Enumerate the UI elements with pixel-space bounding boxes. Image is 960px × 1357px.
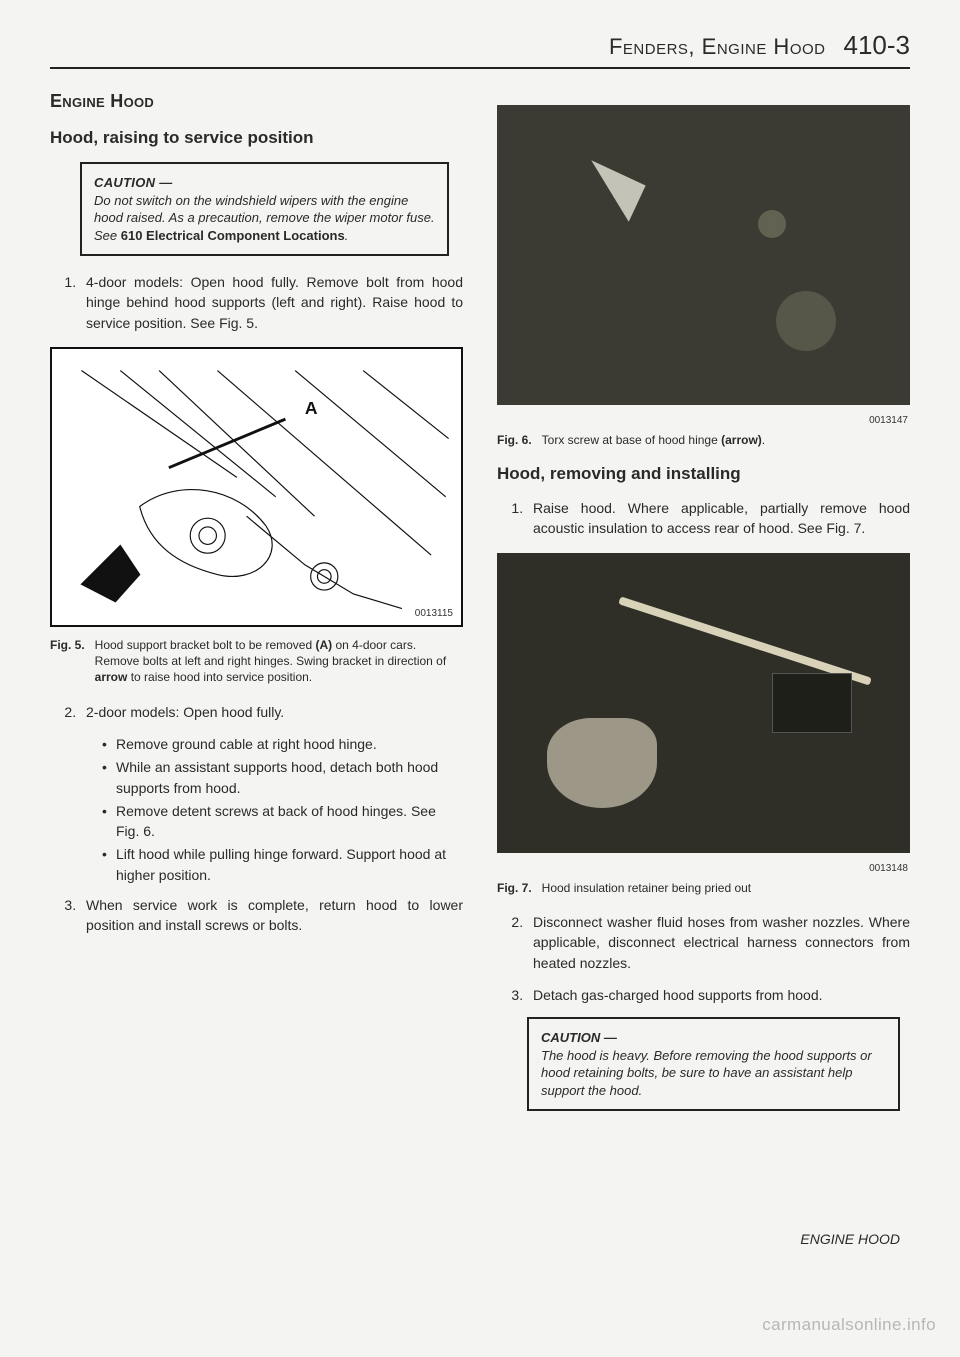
caution-box: CAUTION — Do not switch on the windshiel… [80, 162, 449, 256]
caution-text: Do not switch on the windshield wipers w… [94, 193, 435, 243]
left-steps-list: 4-door models: Open hood fully. Remove b… [50, 272, 463, 333]
figure-6-caption-text: Torx screw at base of hood hinge (arrow)… [542, 432, 765, 448]
figure-6-caption: Fig. 6. Torx screw at base of hood hinge… [497, 432, 910, 448]
photo-placeholder [497, 553, 910, 853]
figure-7-photo [497, 553, 910, 853]
hood-bracket-line-art: A [62, 356, 451, 618]
figure-5-letter-A: A [305, 398, 318, 418]
subsection-heading: Hood, raising to service position [50, 128, 463, 148]
right-step-2: Disconnect washer fluid hoses from washe… [527, 912, 910, 973]
bullet-item: While an assistant supports hood, detach… [102, 757, 463, 798]
figure-5-label: Fig. 5. [50, 637, 85, 686]
right-step-1: Raise hood. Where applicable, partially … [527, 498, 910, 539]
photo-placeholder [497, 105, 910, 405]
page: Fenders, Engine Hood 410-3 Engine Hood H… [0, 0, 960, 1357]
step-3: When service work is complete, return ho… [80, 895, 463, 936]
step-2-intro: 2-door models: Open hood fully. [86, 704, 284, 720]
caution-label: CAUTION — [541, 1029, 886, 1047]
figure-7-caption-text: Hood insulation retainer being pried out [542, 880, 751, 896]
page-header: Fenders, Engine Hood 410-3 [50, 30, 910, 69]
figure-5-ref-number: 0013115 [415, 608, 453, 619]
right-step-3: Detach gas-charged hood supports from ho… [527, 985, 910, 1005]
fig6-cap-bold: (arrow) [721, 433, 762, 447]
header-title: Fenders, Engine Hood [609, 34, 826, 60]
figure-6-ref-number: 0013147 [497, 415, 908, 426]
step-1: 4-door models: Open hood fully. Remove b… [80, 272, 463, 333]
photo-detail [547, 718, 657, 808]
section-heading: Engine Hood [50, 91, 463, 112]
footer-section-tag: ENGINE HOOD [800, 1231, 900, 1247]
caution-label: CAUTION — [94, 174, 435, 192]
header-page-number: 410-3 [844, 30, 911, 61]
photo-detail [776, 291, 836, 351]
left-column: Engine Hood Hood, raising to service pos… [50, 91, 463, 1111]
watermark: carmanualsonline.info [762, 1315, 936, 1335]
fig5-cap-boldA: (A) [315, 638, 332, 652]
figure-5-caption: Fig. 5. Hood support bracket bolt to be … [50, 637, 463, 686]
right-caution-box: CAUTION — The hood is heavy. Before remo… [527, 1017, 900, 1111]
figure-6-photo [497, 105, 910, 405]
step-2: 2-door models: Open hood fully. [80, 702, 463, 722]
left-steps-list-2: 2-door models: Open hood fully. [50, 702, 463, 722]
photo-detail [772, 673, 852, 733]
fig5-cap-boldArrow: arrow [95, 670, 128, 684]
figure-7-ref-number: 0013148 [497, 863, 908, 874]
fig5-cap-pre: Hood support bracket bolt to be removed [95, 638, 316, 652]
caution-bold-ref: 610 Electrical Component Locations [121, 228, 345, 243]
figure-6-label: Fig. 6. [497, 432, 532, 448]
figure-5-caption-text: Hood support bracket bolt to be removed … [95, 637, 463, 686]
arrow-icon [574, 160, 645, 222]
caution-text: The hood is heavy. Before removing the h… [541, 1047, 886, 1100]
left-steps-list-3: When service work is complete, return ho… [50, 895, 463, 936]
caution-post: . [345, 228, 349, 243]
step-2-bullets: Remove ground cable at right hood hinge.… [80, 734, 463, 885]
figure-5-diagram: A 0013115 [50, 347, 463, 627]
fig5-cap-post: to raise hood into service position. [127, 670, 312, 684]
right-column: 0013147 Fig. 6. Torx screw at base of ho… [497, 91, 910, 1111]
right-subsection-heading: Hood, removing and installing [497, 464, 910, 484]
two-column-layout: Engine Hood Hood, raising to service pos… [50, 91, 910, 1111]
figure-7-label: Fig. 7. [497, 880, 532, 896]
fig6-cap-post: . [762, 433, 765, 447]
bullet-item: Lift hood while pulling hinge forward. S… [102, 844, 463, 885]
figure-7-caption: Fig. 7. Hood insulation retainer being p… [497, 880, 910, 896]
photo-detail [758, 210, 786, 238]
bullet-item: Remove ground cable at right hood hinge. [102, 734, 463, 754]
fig6-cap-pre: Torx screw at base of hood hinge [542, 433, 721, 447]
bullet-item: Remove detent screws at back of hood hin… [102, 801, 463, 842]
right-steps-list-2: Disconnect washer fluid hoses from washe… [497, 912, 910, 1005]
right-steps-list-1: Raise hood. Where applicable, partially … [497, 498, 910, 539]
